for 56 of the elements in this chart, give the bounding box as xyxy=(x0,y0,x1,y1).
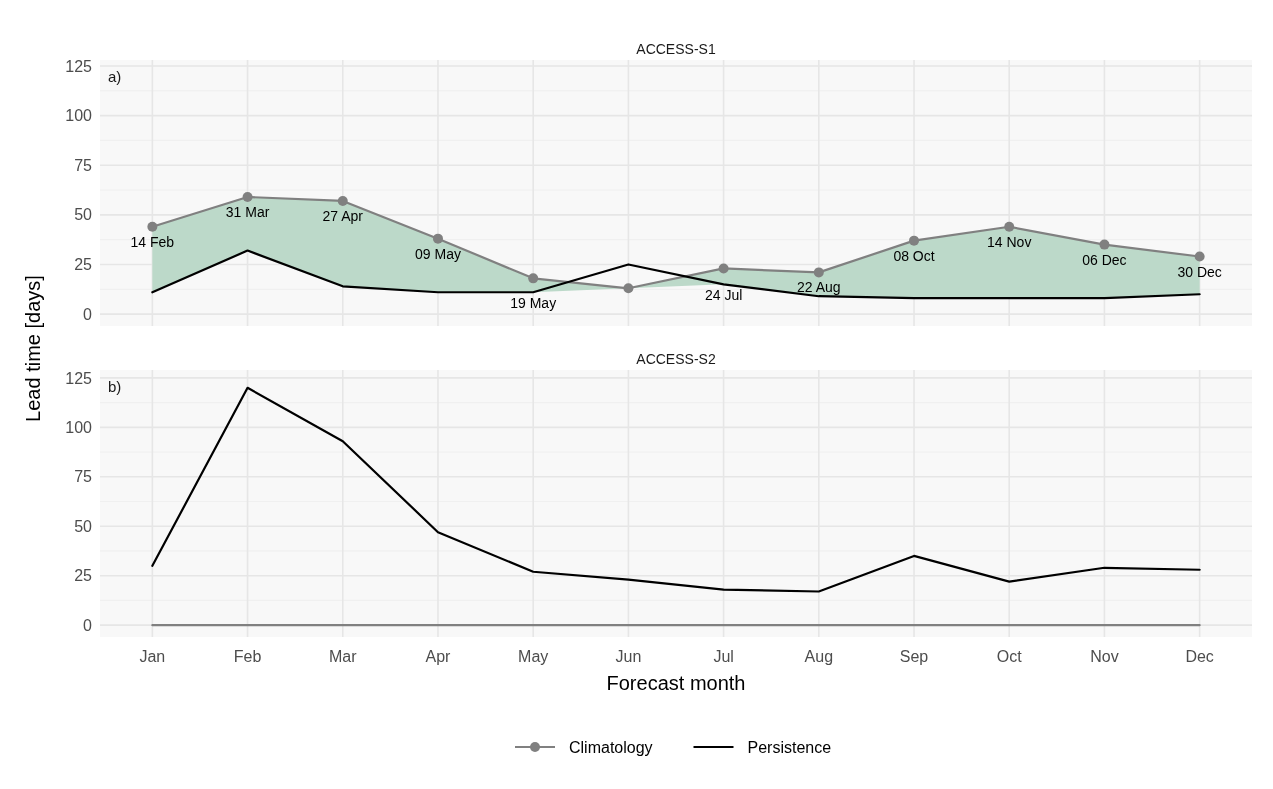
data-label: 09 May xyxy=(415,245,461,262)
annotation: a) xyxy=(108,68,122,85)
data-label: 19 May xyxy=(510,295,557,312)
y-tick-label: 100 xyxy=(65,418,93,436)
point xyxy=(432,233,443,244)
data-label: 30 Dec xyxy=(1177,263,1222,280)
data-label: 14 Feb xyxy=(130,233,175,250)
data-label: 06 Dec xyxy=(1082,251,1127,268)
point xyxy=(813,267,824,278)
y-tick-label: 125 xyxy=(65,57,93,75)
x-tick-label: Aug xyxy=(804,648,834,665)
data-label: 27 Apr xyxy=(322,207,364,224)
y-tick-label: 25 xyxy=(74,256,93,274)
x-tick-label: Mar xyxy=(329,648,358,665)
x-tick-label: Sep xyxy=(899,648,929,665)
y-tick-label: 0 xyxy=(83,305,93,323)
line-series xyxy=(151,386,1201,593)
legend-label: Persistence xyxy=(747,738,832,756)
point xyxy=(1004,221,1015,232)
data-label: 08 Oct xyxy=(893,247,935,264)
y-tick-label: 75 xyxy=(74,156,93,174)
y-tick-label: 50 xyxy=(74,206,93,224)
point xyxy=(337,195,348,206)
x-tick-label: Feb xyxy=(233,648,262,665)
x-tick-label: Jan xyxy=(139,648,166,665)
y-tick-label: 125 xyxy=(65,369,93,387)
chart-title: ACCESS-S1 xyxy=(636,41,716,57)
x-tick-label: Nov xyxy=(1090,648,1119,665)
data-label: 31 Mar xyxy=(225,203,270,220)
point xyxy=(147,221,158,232)
point xyxy=(528,273,539,284)
x-tick-label: Jun xyxy=(615,648,642,665)
x-tick-label: Oct xyxy=(996,648,1023,665)
point xyxy=(909,235,920,246)
y-tick-label: 0 xyxy=(83,616,93,634)
legend-label: Climatology xyxy=(569,738,653,756)
x-tick-label: Jul xyxy=(713,648,734,665)
data-label: 24 Jul xyxy=(704,287,743,304)
point xyxy=(623,283,634,294)
x-axis-title: Forecast month xyxy=(606,672,746,694)
y-tick-label: 50 xyxy=(74,517,93,535)
y-tick-label: 75 xyxy=(74,468,93,486)
point xyxy=(242,191,253,202)
x-tick-label: May xyxy=(518,648,549,665)
point xyxy=(718,263,729,274)
point xyxy=(1099,239,1110,250)
y-tick-label: 100 xyxy=(65,107,93,125)
x-tick-label: Apr xyxy=(425,648,452,665)
annotation: b) xyxy=(108,378,122,395)
chart-title: ACCESS-S2 xyxy=(636,351,716,367)
data-label: 22 Aug xyxy=(797,279,841,296)
data-label: 14 Nov xyxy=(987,233,1032,250)
y-axis-title: Lead time [days] xyxy=(22,275,44,422)
y-tick-label: 25 xyxy=(74,567,93,585)
x-tick-label: Dec xyxy=(1185,648,1214,665)
point xyxy=(1194,251,1205,262)
